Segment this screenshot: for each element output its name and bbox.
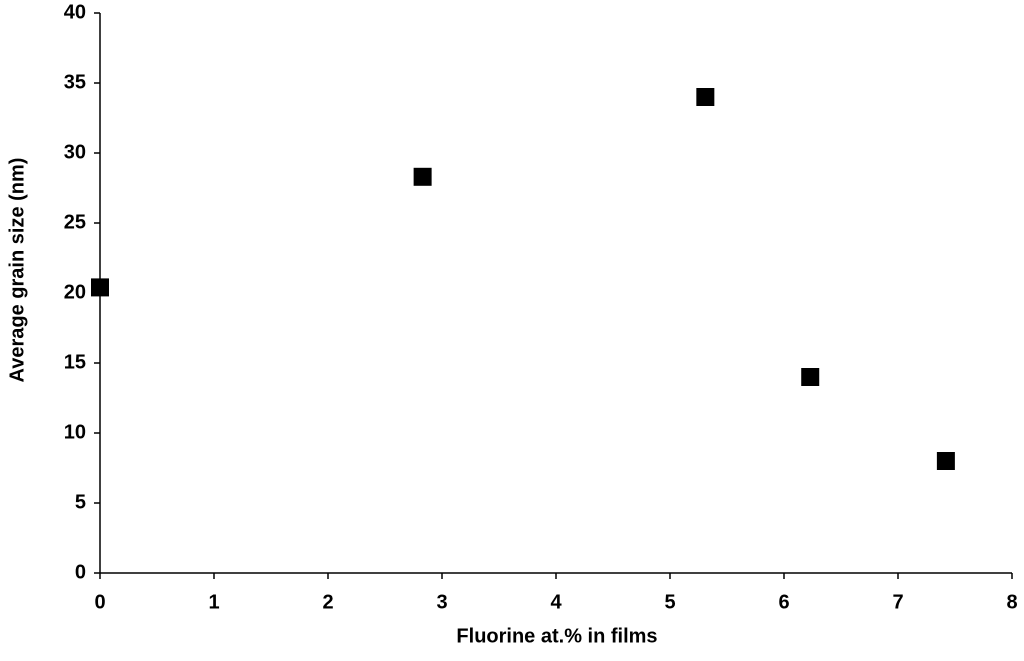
point [801, 368, 820, 386]
y-tick-label: 10 [64, 421, 86, 443]
x-axis-label: Fluorine at.% in films [456, 625, 657, 647]
y-tick-label: 15 [64, 351, 86, 373]
x-tick-label: 6 [778, 591, 789, 613]
y-tick-label: 40 [64, 1, 86, 23]
x-tick-label: 4 [550, 591, 562, 613]
y-tick-label: 5 [75, 491, 86, 513]
x-tick-label: 3 [436, 591, 447, 613]
x-tick-label: 8 [1006, 591, 1017, 613]
point [696, 88, 715, 106]
point [936, 452, 955, 470]
x-tick-label: 1 [208, 591, 219, 613]
x-tick-label: 7 [892, 591, 903, 613]
y-tick-label: 30 [64, 141, 86, 163]
point [91, 278, 109, 297]
y-tick-label: 25 [64, 211, 86, 233]
y-tick-label: 35 [64, 71, 86, 93]
y-tick-label: 0 [75, 561, 86, 583]
x-tick-label: 0 [94, 591, 105, 613]
y-tick-label: 20 [64, 281, 86, 303]
x-tick-label: 5 [664, 591, 675, 613]
y-axis-label: Average grain size (nm) [6, 158, 28, 383]
point [413, 167, 432, 186]
x-tick-label: 2 [322, 591, 333, 613]
